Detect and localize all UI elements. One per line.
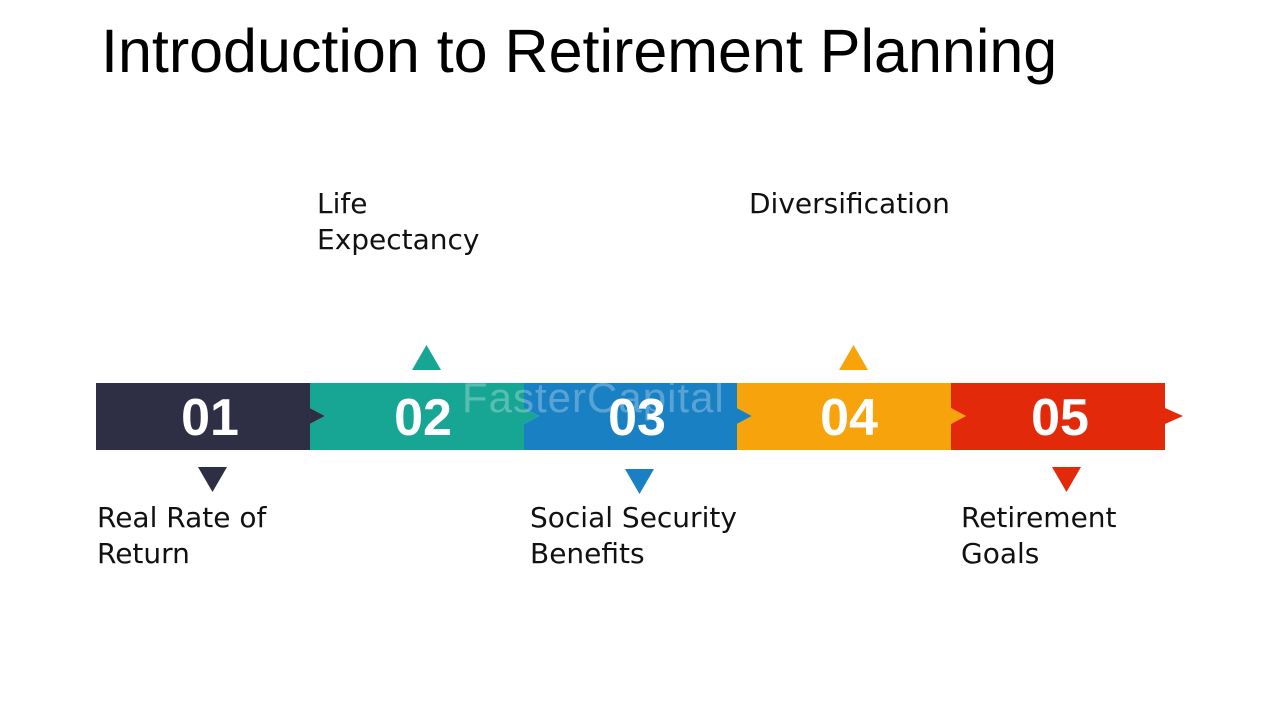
step-05-label: Retirement Goals [961,500,1117,572]
step-02-pointer-up-icon [412,345,441,370]
segment-01-number: 01 [181,389,239,447]
segment-05-arrow [951,383,1183,450]
step-02-label: Life Expectancy [317,186,480,258]
timeline-segment-02: 02 [310,383,539,450]
segment-05-number: 05 [1031,389,1089,447]
segment-03-number: 03 [608,389,666,447]
step-05-pointer-down-icon [1052,467,1081,492]
step-01-pointer-down-icon [198,467,227,492]
step-01-label-line-2: Return [97,537,190,570]
timeline-segment-01: 01 [96,383,325,450]
step-01-label-line-1: Real Rate of [97,501,267,534]
segment-04-arrow [737,383,966,450]
step-02-label-line-1: Life [317,187,368,220]
segment-01-arrow [96,383,325,450]
step-03-label-line-2: Benefits [530,537,645,570]
step-02-label-line-2: Expectancy [317,223,480,256]
step-05-label-line-2: Goals [961,537,1040,570]
segment-03-arrow [524,383,752,450]
step-05-label-line-1: Retirement [961,501,1117,534]
step-04-pointer-up-icon [839,345,868,370]
step-01-label: Real Rate of Return [97,500,266,572]
segment-02-arrow [310,383,539,450]
segment-04-number: 04 [820,389,878,447]
timeline-segment-04: 04 [737,383,966,450]
step-04-label: Diversification [749,186,950,222]
timeline-segment-03: 03 [524,383,752,450]
step-03-label-line-1: Social Security [530,501,737,534]
step-03-pointer-down-icon [625,469,654,494]
page-title: Introduction to Retirement Planning [101,17,1058,85]
step-03-label: Social Security Benefits [530,500,737,572]
segment-02-number: 02 [394,389,452,447]
step-04-label-line-1: Diversification [749,187,950,220]
timeline-segment-05: 05 [951,383,1183,450]
